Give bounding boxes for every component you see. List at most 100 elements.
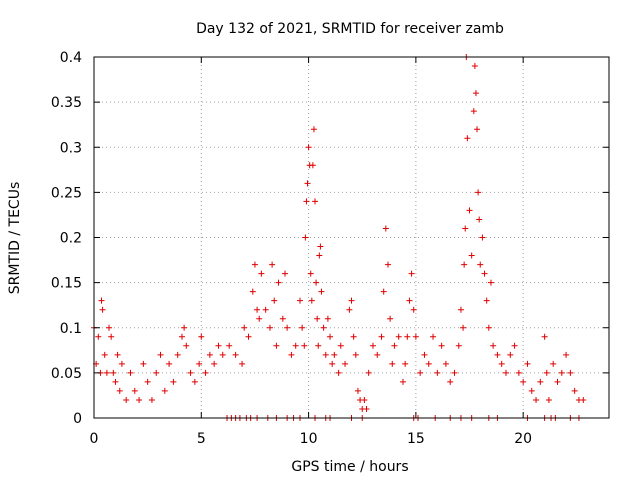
data-point (239, 360, 246, 367)
data-point (380, 288, 387, 295)
data-point (474, 126, 481, 133)
data-point (461, 261, 468, 268)
data-point (148, 396, 155, 403)
data-point (515, 369, 522, 376)
data-point (524, 360, 531, 367)
data-point (408, 270, 415, 277)
data-point (308, 297, 315, 304)
data-point (487, 279, 494, 286)
data-point (545, 396, 552, 403)
data-point (348, 297, 355, 304)
y-tick-label: 0.2 (60, 231, 82, 247)
x-tick-label: 10 (300, 431, 318, 447)
data-point (374, 351, 381, 358)
data-point (284, 324, 291, 331)
data-point (118, 360, 125, 367)
data-point (382, 225, 389, 232)
data-point (389, 360, 396, 367)
data-point (327, 333, 334, 340)
data-point (198, 333, 205, 340)
data-point (318, 288, 325, 295)
data-point (136, 396, 143, 403)
data-point (475, 189, 482, 196)
data-point (354, 387, 361, 394)
data-point (550, 360, 557, 367)
data-point (391, 342, 398, 349)
data-point (337, 342, 344, 349)
data-point (262, 306, 269, 313)
data-point (95, 333, 102, 340)
data-point (421, 351, 428, 358)
x-tick-label: 15 (407, 431, 425, 447)
data-point (331, 351, 338, 358)
data-point (324, 315, 331, 322)
data-point (144, 378, 151, 385)
data-point (365, 369, 372, 376)
data-point (329, 360, 336, 367)
data-point (507, 351, 514, 358)
data-point (315, 342, 322, 349)
data-point (425, 360, 432, 367)
data-point (494, 351, 501, 358)
data-point (335, 369, 342, 376)
data-point (288, 351, 295, 358)
data-point (303, 198, 310, 205)
data-points (91, 54, 587, 421)
data-point (352, 351, 359, 358)
data-point (541, 333, 548, 340)
data-point (312, 198, 319, 205)
data-point (269, 261, 276, 268)
x-tick-label: 20 (514, 431, 532, 447)
data-point (483, 297, 490, 304)
data-point (363, 405, 370, 412)
data-point (503, 369, 509, 376)
data-point (537, 378, 544, 385)
data-point (106, 324, 113, 331)
data-point (108, 333, 115, 340)
data-point (258, 270, 265, 277)
data-point (232, 351, 239, 358)
y-tick-label: 0.35 (51, 95, 82, 111)
y-tick-label: 0 (73, 411, 82, 427)
data-point (417, 369, 424, 376)
data-point (281, 270, 288, 277)
data-point (520, 378, 527, 385)
data-point (477, 261, 484, 268)
data-point (346, 306, 353, 313)
data-point (302, 234, 309, 241)
data-point (166, 360, 173, 367)
data-point (528, 387, 535, 394)
data-point (563, 351, 570, 358)
data-point (112, 378, 119, 385)
data-point (297, 297, 303, 304)
data-point (430, 333, 437, 340)
data-point (251, 261, 258, 268)
y-tick-label: 0.05 (51, 366, 82, 382)
data-point (131, 387, 138, 394)
data-point (110, 369, 117, 376)
y-axis-label: SRMTID / TECUs (7, 182, 23, 295)
data-point (543, 369, 550, 376)
data-point (103, 369, 110, 376)
data-point (361, 396, 368, 403)
data-point (191, 378, 198, 385)
data-point (580, 396, 587, 403)
data-point (457, 306, 464, 313)
data-point (378, 333, 385, 340)
data-point (309, 162, 316, 169)
data-point (455, 342, 462, 349)
data-point (206, 351, 213, 358)
data-point (114, 351, 121, 358)
y-tick-label: 0.15 (51, 276, 82, 292)
data-point (219, 351, 226, 358)
data-point (174, 351, 181, 358)
data-point (350, 333, 357, 340)
data-point (273, 342, 280, 349)
data-point (127, 369, 134, 376)
data-point (211, 360, 218, 367)
data-point (412, 333, 419, 340)
axis-ticks: 0 0.05 0.1 0.15 0.2 0.25 0.3 0.35 0.4 0 5 10 15 20 (51, 50, 609, 447)
data-point (476, 216, 483, 223)
data-point (301, 342, 308, 349)
